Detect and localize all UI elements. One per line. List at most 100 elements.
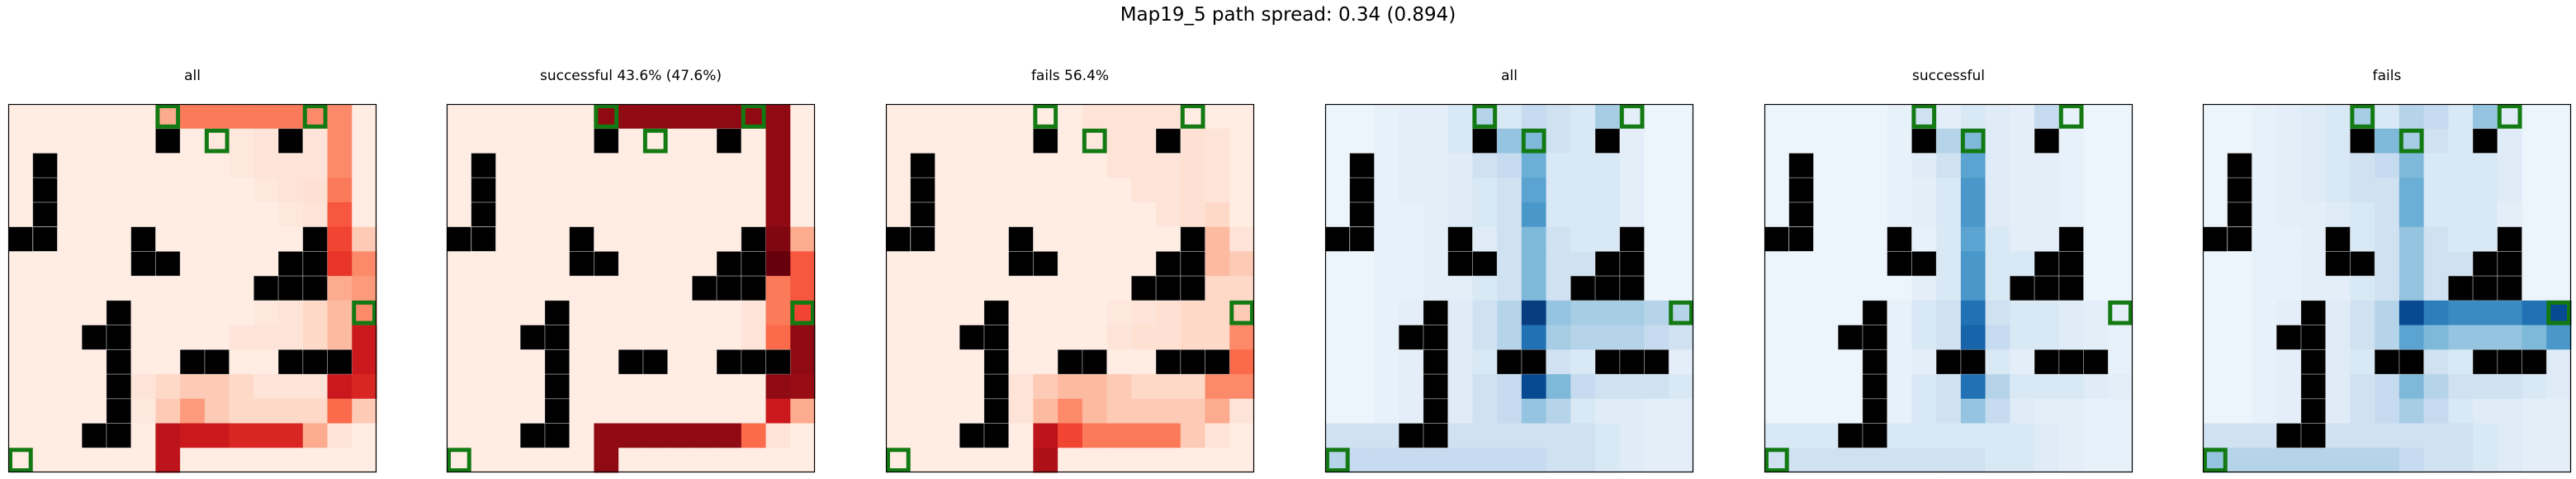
- obstacle-outline: [1496, 349, 1522, 375]
- heat-cell: [886, 374, 912, 400]
- heat-cell: [2522, 178, 2547, 203]
- heat-cell: [253, 202, 279, 228]
- heat-cell: [1325, 202, 1351, 228]
- obstacle-cell: [886, 226, 912, 252]
- heat-cell: [2300, 202, 2327, 228]
- heat-cell: [1669, 128, 1694, 154]
- obstacle-outline: [1180, 349, 1205, 375]
- heat-cell: [32, 128, 58, 154]
- heat-cell: [1131, 104, 1157, 130]
- heat-cell: [1862, 226, 1888, 252]
- obstacle-outline: [1644, 349, 1669, 375]
- heat-cell: [1131, 398, 1157, 424]
- obstacle-cell: [1156, 276, 1181, 301]
- heat-cell: [765, 423, 791, 448]
- heat-cell: [1082, 202, 1108, 228]
- heat-cell: [1619, 325, 1646, 350]
- heat-cell: [106, 128, 132, 154]
- obstacle-cell: [569, 251, 594, 277]
- obstacle-cell: [2325, 251, 2351, 277]
- heat-cell: [1521, 325, 1547, 350]
- heat-cell: [1911, 153, 1937, 178]
- heat-cell: [765, 104, 791, 130]
- heat-cell: [2252, 325, 2277, 350]
- heat-cell: [1106, 349, 1132, 375]
- heat-cell: [1764, 276, 1790, 301]
- heat-cell: [106, 178, 132, 203]
- heat-cell: [1374, 325, 1399, 350]
- heat-cell: [130, 153, 156, 178]
- heat-cell: [1106, 153, 1132, 178]
- obstacle-outline: [1008, 250, 1034, 277]
- obstacle-cell: [1619, 349, 1646, 375]
- heat-cell: [1985, 251, 2010, 277]
- obstacle-cell: [983, 423, 1010, 448]
- obstacle-cell: [2034, 276, 2060, 301]
- heat-cell: [1033, 349, 1058, 375]
- heat-cell: [155, 226, 181, 252]
- heat-cell: [1472, 153, 1498, 178]
- heat-cell: [2300, 251, 2327, 277]
- heat-cell: [2058, 178, 2085, 203]
- heat-cell: [618, 300, 644, 326]
- heat-cell: [1205, 325, 1230, 350]
- heat-cell: [2108, 178, 2133, 203]
- heat-cell: [57, 276, 83, 301]
- heat-cell: [1423, 202, 1449, 228]
- obstacle-outline: [1032, 250, 1058, 277]
- heat-cell: [765, 153, 791, 178]
- heat-cell: [618, 202, 644, 228]
- obstacle-cell: [106, 398, 132, 424]
- heat-cell: [2350, 423, 2375, 448]
- obstacle-cell: [2058, 226, 2085, 252]
- obstacle-outline: [2300, 325, 2327, 350]
- obstacle-cell: [983, 398, 1010, 424]
- heat-cell: [229, 104, 254, 130]
- heat-cell: [1570, 226, 1596, 252]
- heat-cell: [2108, 202, 2133, 228]
- obstacle-cell: [1595, 276, 1621, 301]
- heat-cell: [106, 153, 132, 178]
- heat-cell: [495, 178, 521, 203]
- heat-cell: [790, 325, 816, 350]
- heat-cell: [2497, 423, 2523, 448]
- obstacle-outline: [1837, 423, 1863, 448]
- heat-cell: [1887, 325, 1912, 350]
- heat-cell: [2252, 349, 2277, 375]
- heat-cell: [253, 374, 279, 400]
- heat-cell: [569, 202, 594, 228]
- heat-cell: [1985, 374, 2010, 400]
- heat-cell: [8, 349, 34, 375]
- obstacle-outline: [1594, 128, 1621, 154]
- heat-cell: [1423, 178, 1449, 203]
- heat-cell: [1325, 374, 1351, 400]
- obstacle-cell: [2497, 226, 2523, 252]
- heat-cell: [278, 104, 304, 130]
- obstacle-cell: [1008, 226, 1034, 252]
- heat-cell: [327, 276, 353, 301]
- heat-cell: [1349, 276, 1375, 301]
- obstacle-cell: [302, 226, 329, 252]
- obstacle-cell: [155, 251, 181, 277]
- obstacle-outline: [1521, 349, 1546, 375]
- heat-cell: [130, 202, 156, 228]
- obstacle-cell: [2227, 178, 2252, 203]
- heat-cell: [1033, 374, 1058, 400]
- heat-cell: [2108, 349, 2133, 375]
- obstacle-cell: [2300, 398, 2327, 424]
- heat-cell: [1788, 349, 1814, 375]
- heat-cell: [1911, 300, 1937, 326]
- heat-cell: [2546, 448, 2572, 473]
- heat-cell: [1447, 349, 1473, 375]
- heat-cell: [983, 153, 1010, 178]
- heat-cell: [741, 178, 767, 203]
- obstacle-outline: [1788, 226, 1814, 252]
- heat-cell: [352, 153, 377, 178]
- heat-cell: [642, 300, 669, 326]
- heat-cell: [2350, 226, 2375, 252]
- heat-cell: [1447, 153, 1473, 178]
- heat-cell: [1887, 276, 1912, 301]
- waypoint-marker: [790, 300, 815, 325]
- heat-cell: [692, 448, 717, 473]
- panel-title-all-blues: all: [1501, 68, 1518, 84]
